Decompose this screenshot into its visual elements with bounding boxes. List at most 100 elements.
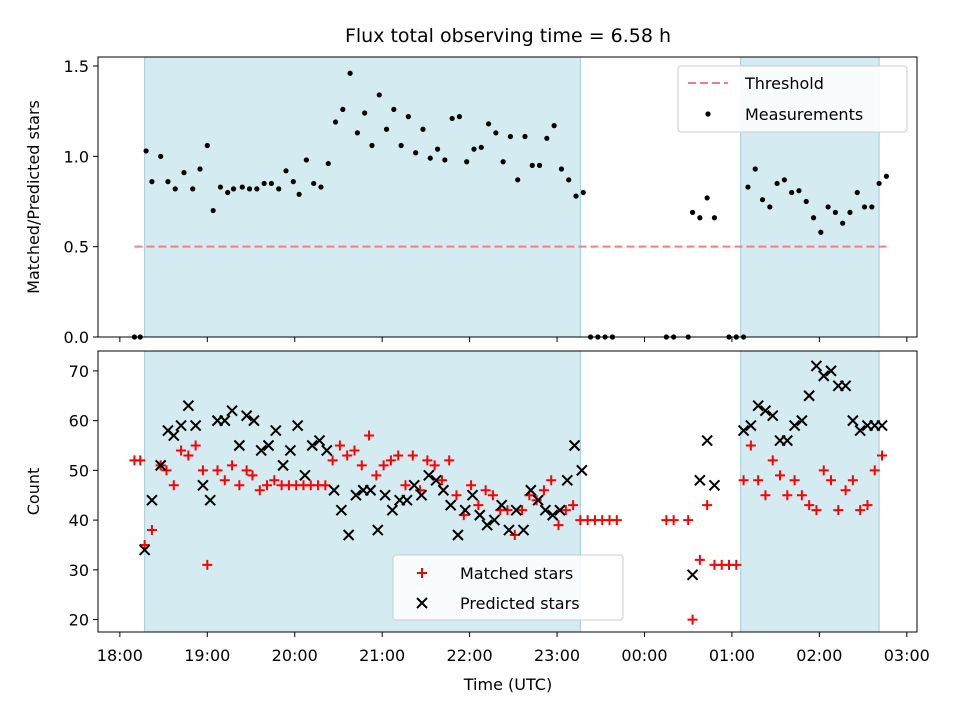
- predicted-point: [796, 414, 808, 427]
- predicted-point: [415, 489, 428, 501]
- matched-point: [183, 450, 194, 461]
- matched-point: [568, 500, 579, 511]
- ratio-panel-frame: [97, 56, 918, 338]
- predicted-point: [437, 484, 450, 496]
- measurement-point: [261, 180, 267, 187]
- matched-point: [833, 505, 844, 516]
- matched-point: [818, 465, 829, 476]
- matched-point: [753, 475, 764, 486]
- series-matched-stars: [129, 430, 888, 625]
- predicted-point: [510, 504, 522, 516]
- measurement-point: [767, 204, 773, 210]
- y-tick-label: 40: [69, 511, 89, 530]
- y-tick-label: 30: [69, 561, 89, 580]
- measurement-point: [507, 133, 514, 140]
- predicted-point: [694, 474, 706, 487]
- measurement-point: [165, 179, 171, 185]
- predicted-point: [379, 489, 391, 501]
- measurement-point: [861, 204, 868, 210]
- measurement-point: [427, 155, 433, 161]
- matched-point: [364, 430, 375, 441]
- predicted-point: [847, 414, 859, 427]
- matched-point: [436, 475, 447, 486]
- predicted-point: [803, 390, 815, 402]
- matched-point: [400, 480, 411, 491]
- matched-point: [254, 485, 265, 496]
- matched-point: [269, 475, 280, 486]
- matched-point: [349, 445, 360, 456]
- y-tick-label: 60: [69, 412, 89, 431]
- measurement-point: [420, 126, 426, 132]
- predicted-point: [321, 444, 333, 457]
- chart-title: Flux total observing time = 6.58 h: [345, 25, 671, 47]
- measurement-point: [347, 70, 353, 76]
- measurement-point: [759, 197, 766, 203]
- predicted-point: [788, 419, 801, 432]
- measurement-point: [383, 126, 390, 132]
- measurement-point: [217, 184, 224, 190]
- x-tick-label: 21:00: [359, 646, 405, 665]
- measurement-point: [296, 191, 302, 197]
- matched-point: [804, 500, 815, 511]
- legend-box: [677, 65, 908, 133]
- predicted-point: [154, 459, 167, 472]
- measurement-point: [230, 186, 237, 192]
- measurement-point: [825, 204, 831, 210]
- measurement-point: [752, 166, 758, 172]
- measurement-point: [246, 186, 253, 192]
- predicted-point: [255, 444, 267, 457]
- matched-point: [146, 525, 157, 536]
- y-tick-label: 70: [69, 362, 89, 381]
- measurement-point: [580, 189, 586, 196]
- matched-point: [480, 485, 491, 496]
- matched-point: [212, 465, 223, 476]
- predicted-point: [481, 519, 493, 531]
- legend-threshold-label: Threshold: [744, 74, 824, 93]
- matched-point: [531, 495, 542, 506]
- measurement-point: [362, 110, 368, 116]
- measurement-point: [434, 146, 441, 152]
- matched-point: [371, 470, 382, 481]
- measurement-point: [522, 133, 528, 140]
- measurement-point: [354, 130, 360, 136]
- x-tick-label: 18:00: [97, 646, 143, 665]
- measurement-point: [239, 184, 245, 190]
- y-tick-label: 20: [69, 611, 89, 630]
- matched-point: [473, 500, 484, 511]
- matched-point: [855, 505, 866, 516]
- predicted-point: [182, 400, 195, 412]
- measurement-point: [449, 115, 455, 122]
- matched-point: [738, 475, 749, 486]
- matched-point: [356, 460, 367, 471]
- measurement-point: [573, 193, 579, 199]
- predicted-point: [854, 424, 866, 437]
- predicted-point: [810, 360, 823, 372]
- predicted-point: [576, 464, 588, 477]
- matched-point: [444, 455, 455, 466]
- predicted-point: [745, 419, 757, 432]
- predicted-point: [313, 434, 326, 447]
- measurement-point: [854, 189, 860, 196]
- matched-point: [611, 515, 622, 526]
- predicted-point: [825, 365, 837, 377]
- matched-point: [135, 455, 146, 466]
- y-tick-label: 1.5: [64, 57, 89, 76]
- matched-point: [378, 460, 389, 471]
- measurement-point: [774, 180, 780, 187]
- measurement-point: [536, 162, 543, 168]
- predicted-point: [539, 504, 552, 516]
- matched-point: [334, 440, 345, 451]
- matched-point: [546, 475, 557, 486]
- predicted-point: [781, 434, 794, 447]
- predicted-point: [488, 514, 501, 526]
- predicted-point: [708, 479, 721, 491]
- matched-point: [862, 500, 873, 511]
- predicted-point: [495, 499, 508, 511]
- predicted-point: [364, 484, 377, 496]
- legend-measurements-swatch: [705, 111, 711, 117]
- predicted-point: [175, 419, 187, 432]
- measurement-point: [369, 142, 375, 149]
- matched-point: [760, 490, 771, 501]
- measurement-point: [818, 229, 824, 235]
